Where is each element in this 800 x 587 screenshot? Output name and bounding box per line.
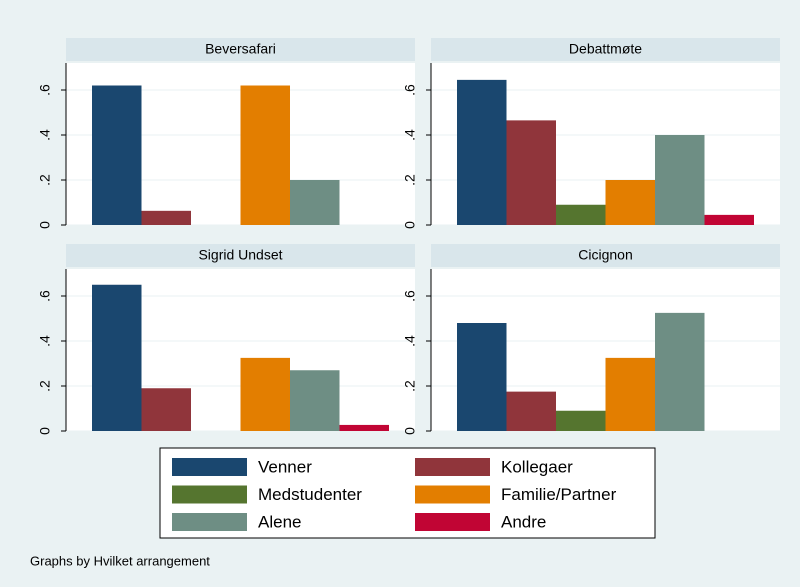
bar: [457, 323, 507, 431]
y-tick-label: .4: [37, 335, 53, 347]
legend-swatch: [172, 513, 247, 531]
bar: [556, 410, 606, 431]
panel-title: Cicignon: [578, 247, 632, 263]
panel-strip: [431, 244, 780, 267]
note: Graphs by Hvilket arrangement: [30, 553, 210, 568]
legend-swatch: [415, 513, 490, 531]
panel-title: Beversafari: [205, 41, 276, 57]
legend-label: Kollegaer: [501, 457, 573, 476]
bar: [240, 85, 290, 225]
y-tick-label: 0: [402, 221, 418, 229]
bar: [506, 391, 556, 431]
bar: [339, 424, 389, 431]
bar: [141, 388, 191, 431]
bar: [290, 370, 340, 431]
legend-swatch: [415, 485, 490, 504]
legend-swatch: [172, 458, 247, 476]
legend-label: Medstudenter: [258, 485, 362, 504]
y-tick-label: .2: [402, 380, 418, 392]
panel-strip: [66, 244, 415, 267]
bar: [655, 135, 705, 225]
y-tick-label: .2: [37, 380, 53, 392]
legend-label: Andre: [501, 512, 546, 531]
y-tick-label: 0: [37, 221, 53, 229]
legend-swatch: [172, 485, 247, 504]
bar: [141, 210, 191, 225]
y-tick-label: 0: [37, 427, 53, 435]
panel-title: Debattmøte: [569, 41, 642, 57]
bar: [92, 284, 142, 431]
y-tick-label: .4: [37, 129, 53, 141]
y-tick-label: .6: [402, 290, 418, 302]
y-tick-label: .2: [402, 174, 418, 186]
panel-strip: [431, 38, 780, 61]
y-tick-label: .4: [402, 129, 418, 141]
panel-strip: [66, 38, 415, 61]
bar: [605, 180, 655, 225]
bar: [240, 357, 290, 431]
y-tick-label: .6: [37, 290, 53, 302]
bar: [704, 214, 754, 225]
bar: [655, 312, 705, 431]
panel-title: Sigrid Undset: [198, 247, 282, 263]
bar: [506, 120, 556, 225]
legend-label: Alene: [258, 512, 301, 531]
bar: [457, 79, 507, 225]
y-tick-label: .6: [37, 84, 53, 96]
legend-label: Familie/Partner: [501, 485, 617, 504]
bar: [605, 357, 655, 431]
bar: [92, 85, 142, 225]
y-tick-label: 0: [402, 427, 418, 435]
bar: [556, 204, 606, 225]
y-tick-label: .6: [402, 84, 418, 96]
y-tick-label: .4: [402, 335, 418, 347]
bar: [290, 180, 340, 225]
y-tick-label: .2: [37, 174, 53, 186]
legend-label: Venner: [258, 457, 312, 476]
legend-swatch: [415, 458, 490, 476]
